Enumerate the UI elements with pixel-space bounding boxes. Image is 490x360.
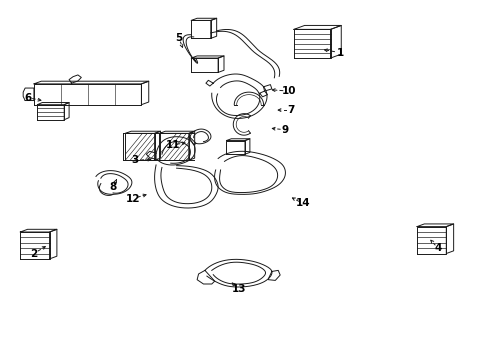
Text: 1: 1	[337, 48, 344, 58]
Text: 8: 8	[109, 182, 117, 192]
Text: 5: 5	[175, 33, 183, 43]
Text: 7: 7	[288, 105, 295, 115]
Text: 14: 14	[295, 198, 310, 208]
Text: 12: 12	[125, 194, 140, 204]
Text: 10: 10	[282, 86, 296, 96]
Text: 2: 2	[30, 248, 38, 258]
Text: 3: 3	[131, 155, 139, 165]
Text: 9: 9	[281, 125, 289, 135]
Text: 6: 6	[24, 93, 31, 103]
Text: 13: 13	[232, 284, 246, 294]
Text: 4: 4	[434, 243, 441, 253]
Text: 11: 11	[166, 140, 180, 150]
